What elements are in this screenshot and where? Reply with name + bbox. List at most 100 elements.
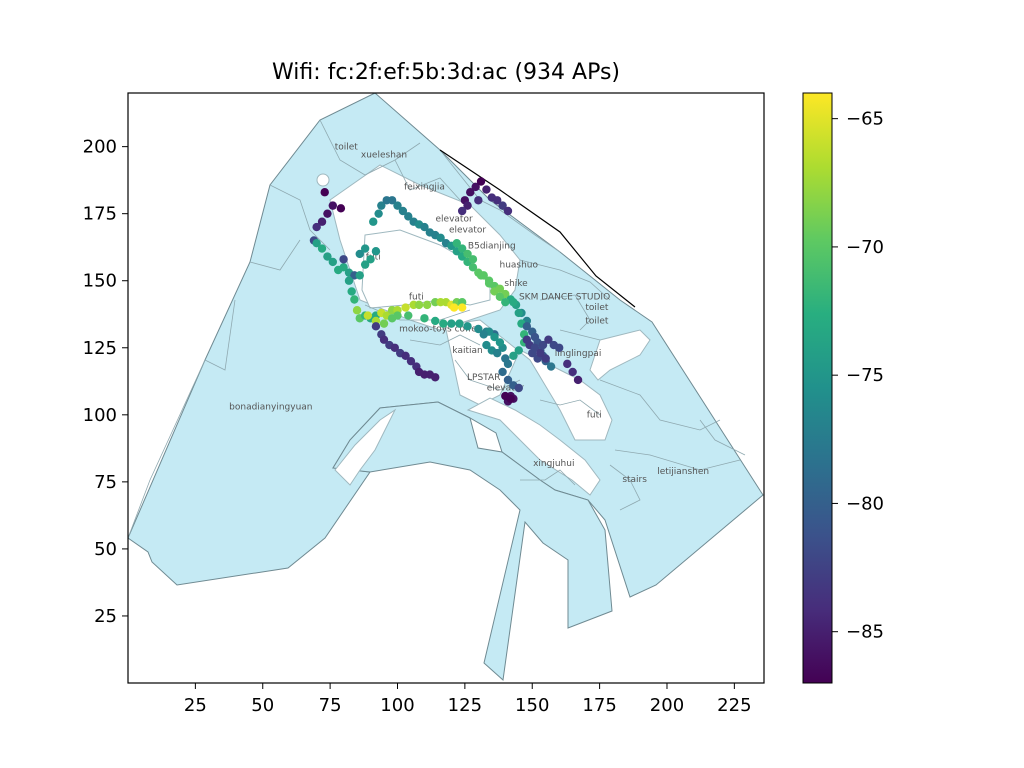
- scatter-point: [484, 279, 494, 288]
- scatter-point: [468, 255, 478, 264]
- scatter-point: [544, 335, 553, 344]
- scatter-point: [476, 271, 486, 280]
- scatter-point: [468, 263, 478, 272]
- walkway-circle: [316, 173, 330, 187]
- scatter-point: [474, 324, 483, 334]
- room-label: linglingpai: [555, 349, 602, 359]
- room-label: elevator: [449, 225, 486, 235]
- scatter-point: [344, 276, 354, 285]
- scatter-point: [377, 201, 386, 210]
- room-label: mokoo-toys coffe: [399, 325, 477, 335]
- scatter-point: [431, 373, 440, 382]
- colorbar-ticks: −65 −70 −75 −80 −85: [832, 109, 884, 643]
- scatter-point: [495, 338, 505, 347]
- room-label: LPSTAR: [467, 373, 500, 383]
- scatter-point: [347, 287, 356, 296]
- scatter-point: [501, 354, 510, 363]
- scatter-point: [509, 297, 518, 307]
- north-wall: [439, 149, 636, 308]
- scatter-point: [568, 367, 577, 377]
- scatter-point: [436, 233, 445, 243]
- scatter-point: [474, 196, 483, 205]
- scatter-point: [422, 300, 432, 310]
- scatter-point: [379, 335, 389, 344]
- scatter-point: [455, 319, 464, 328]
- scatter-point: [379, 319, 389, 328]
- room-label: elevator: [487, 384, 524, 394]
- colorbar-tick-label: −75: [846, 365, 884, 386]
- room-label: shike: [504, 279, 528, 289]
- colorbar-tick-label: −65: [846, 109, 884, 130]
- scatter-point: [479, 330, 488, 339]
- room-label: xueleshan: [361, 150, 407, 160]
- scatter-point: [414, 300, 424, 310]
- colorbar-tick-label: −80: [846, 493, 884, 514]
- scatter-point: [506, 394, 515, 403]
- scatter-point: [401, 351, 410, 361]
- room-label: huashuo: [499, 260, 538, 270]
- y-tick-label: 125: [83, 338, 117, 359]
- y-tick-label: 200: [83, 137, 117, 158]
- axes-frame: [127, 92, 765, 684]
- walkway-atrium: [361, 229, 491, 309]
- walkway-east: [589, 329, 651, 381]
- room-label: B5dianjing: [468, 242, 516, 252]
- scatter-point: [323, 209, 332, 218]
- scatter-point: [498, 367, 507, 377]
- room-label: kaitian: [452, 346, 482, 356]
- scatter-point: [398, 206, 408, 216]
- scatter-point: [471, 182, 480, 192]
- room-label: stairs: [622, 475, 647, 485]
- y-tick-label: 50: [94, 539, 117, 560]
- floor-area-south-corridor: [332, 401, 613, 681]
- x-tick-label: 150: [515, 695, 549, 716]
- colorbar-tick-label: −70: [846, 237, 884, 258]
- scatter-point: [420, 222, 429, 232]
- y-tick-label: 150: [83, 271, 117, 292]
- scatter-point: [538, 340, 548, 350]
- scatter-point: [522, 322, 532, 331]
- y-axis-ticks: 25 50 75 100 125 150 175 200: [83, 137, 128, 627]
- room-label: futi: [587, 411, 602, 421]
- scatter-point: [328, 201, 338, 210]
- scatter-point: [457, 244, 467, 253]
- scatter-point: [501, 297, 510, 307]
- scatter-point: [320, 188, 329, 197]
- scatter-point: [541, 354, 550, 363]
- scatter-point: [563, 359, 572, 369]
- floor-plan: [128, 93, 764, 681]
- scatter-point: [463, 249, 472, 259]
- scatter-point: [374, 209, 383, 218]
- colorbar-tick-label: −85: [846, 622, 884, 643]
- scatter-point: [514, 383, 523, 393]
- y-tick-label: 175: [83, 204, 117, 225]
- scatter-point: [495, 292, 505, 302]
- scatter-point: [457, 206, 467, 216]
- x-tick-label: 50: [251, 695, 274, 716]
- scatter-point: [554, 343, 564, 352]
- scatter-point: [530, 343, 540, 352]
- scatter-point: [390, 343, 399, 352]
- scatter-point: [514, 308, 523, 318]
- scatter-point: [509, 351, 518, 361]
- scatter-point: [514, 346, 523, 355]
- scatter-point: [463, 322, 472, 331]
- scatter-point: [463, 201, 472, 210]
- chart-title: Wifi: fc:2f:ef:5b:3d:ac (934 APs): [272, 60, 620, 85]
- room-label: toilet: [335, 142, 359, 152]
- room-label: letijianshen: [657, 467, 709, 477]
- x-tick-label: 200: [650, 695, 684, 716]
- scatter-point: [490, 287, 499, 296]
- scatter-point: [352, 306, 362, 315]
- scatter-point: [323, 252, 332, 261]
- room-label: elevator: [436, 215, 473, 225]
- walkway-west: [334, 408, 397, 486]
- x-tick-label: 75: [319, 695, 342, 716]
- room-dividers: [128, 119, 746, 539]
- room-label: bonadianyingyuan: [229, 402, 312, 412]
- scatter-point: [401, 303, 410, 312]
- x-axis-ticks: 25 50 75 100 125 150 175 200 225: [184, 683, 752, 716]
- x-tick-label: 100: [380, 695, 414, 716]
- scatter-point: [328, 257, 338, 267]
